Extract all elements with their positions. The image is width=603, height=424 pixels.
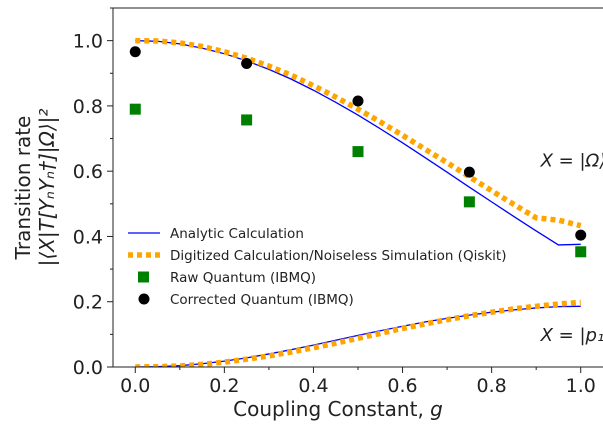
y-tick-label: 0.6 <box>73 161 103 183</box>
x-tick-label: 1.0 <box>566 375 596 397</box>
corrected-quantum-point <box>129 46 141 58</box>
legend-marker-corrected <box>138 293 150 305</box>
annotation-label: X = |Ω⟩ <box>540 150 603 171</box>
corrected-quantum-point <box>241 57 253 69</box>
corrected-quantum-point <box>352 95 364 107</box>
legend-label: Digitized Calculation/Noiseless Simulati… <box>170 248 507 264</box>
digitized-line-0 <box>135 37 582 229</box>
corrected-quantum-point <box>575 229 587 241</box>
raw-quantum-point <box>352 146 364 158</box>
data-layer <box>129 37 587 367</box>
x-tick-label: 0.2 <box>209 375 239 397</box>
y-axis-title-line1: Transition rate <box>11 116 35 261</box>
x-tick-label: 0.4 <box>298 375 328 397</box>
x-axis-title: Coupling Constant, g <box>233 397 443 421</box>
y-axis-title-line2: |⟨X|T[YₙYₙ†]|Ω⟩|² <box>35 109 59 267</box>
y-tick-label: 0.2 <box>73 292 103 314</box>
annotation-label: X = |p₁⟩ <box>540 325 603 346</box>
digitized-line-1 <box>135 299 581 367</box>
x-tick-label: 0.6 <box>387 375 417 397</box>
legend-label: Corrected Quantum (IBMQ) <box>170 292 354 308</box>
raw-quantum-point <box>575 246 587 258</box>
annotations: X = |Ω⟩ X = |p₁⟩ <box>540 150 603 346</box>
raw-quantum-point <box>241 114 253 126</box>
y-tick-label: 0.4 <box>73 226 103 248</box>
raw-quantum-point <box>463 196 475 208</box>
corrected-quantum-point <box>463 166 475 178</box>
axes-layer: 0.0 0.2 0.4 0.6 0.8 1.0 0.0 0.2 0.4 0.6 0.8 1.0 Coup… <box>11 7 603 421</box>
raw-quantum-point <box>129 103 141 115</box>
x-tick-label: 0.8 <box>477 375 507 397</box>
y-tick-label: 0.8 <box>73 96 103 118</box>
legend: Analytic Calculation Digitized Calculatio… <box>128 226 507 308</box>
legend-label: Raw Quantum (IBMQ) <box>170 270 316 286</box>
legend-marker-raw <box>138 271 149 283</box>
legend-label: Analytic Calculation <box>170 226 304 242</box>
x-tick-label: 0.0 <box>120 375 150 397</box>
y-tick-label: 0.0 <box>73 357 103 379</box>
y-tick-label: 1.0 <box>73 31 103 53</box>
